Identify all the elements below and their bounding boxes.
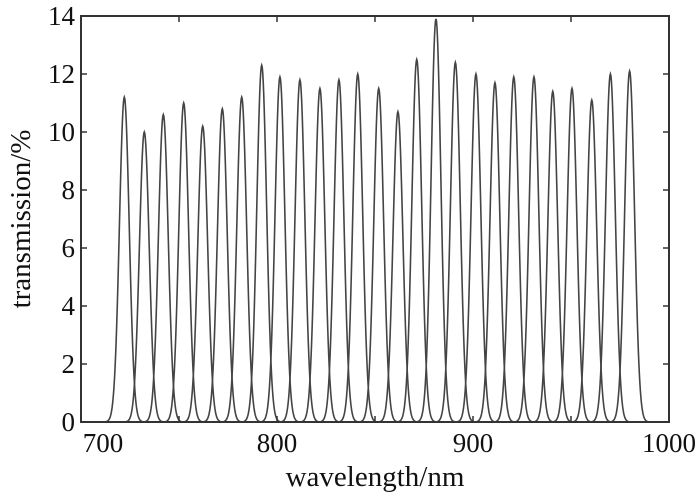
transmission-peak-20 bbox=[475, 79, 515, 423]
x-tick-labels: 700 800 900 1000 bbox=[83, 428, 696, 458]
transmission-peak-2 bbox=[124, 129, 164, 423]
transmission-peak-21 bbox=[494, 73, 534, 423]
y-tick-label: 8 bbox=[62, 175, 76, 205]
x-tick-label: 900 bbox=[453, 428, 494, 458]
transmission-peak-4 bbox=[164, 100, 204, 423]
transmission-peak-11 bbox=[300, 85, 340, 423]
transmission-peak-3 bbox=[143, 111, 184, 423]
y-tick-label: 10 bbox=[48, 117, 75, 147]
transmission-peak-7 bbox=[222, 94, 262, 423]
transmission-peak-19 bbox=[456, 71, 496, 423]
transmission-curves bbox=[104, 18, 650, 423]
y-tick-label: 12 bbox=[48, 59, 75, 89]
transmission-peak-8 bbox=[242, 62, 282, 423]
y-tick-label: 14 bbox=[48, 1, 76, 31]
y-tick-label: 6 bbox=[62, 233, 76, 263]
axis-ticks bbox=[80, 15, 670, 423]
y-tick-label: 4 bbox=[62, 291, 76, 321]
transmission-peak-9 bbox=[260, 73, 300, 423]
transmission-peak-15 bbox=[378, 109, 418, 423]
y-axis-label: transmission/% bbox=[5, 130, 37, 309]
transmission-peak-16 bbox=[397, 56, 437, 423]
transmission-peak-24 bbox=[552, 85, 592, 423]
y-tick-label: 0 bbox=[62, 407, 76, 437]
x-tick-label: 1000 bbox=[642, 428, 696, 458]
y-tick-label: 2 bbox=[62, 349, 76, 379]
y-tick-labels: 0 2 4 6 8 10 12 14 bbox=[48, 1, 76, 437]
transmission-peak-27 bbox=[609, 68, 650, 423]
transmission-peak-22 bbox=[514, 73, 554, 423]
transmission-peak-5 bbox=[183, 123, 223, 423]
transmission-peak-10 bbox=[280, 76, 320, 423]
transmission-peak-1 bbox=[104, 94, 145, 423]
transmission-peak-25 bbox=[572, 97, 612, 423]
transmission-peak-12 bbox=[319, 76, 359, 423]
transmission-peak-26 bbox=[590, 71, 631, 423]
transmission-peak-23 bbox=[533, 88, 573, 423]
x-axis-label: wavelength/nm bbox=[286, 461, 465, 493]
transmission-peak-6 bbox=[202, 106, 243, 423]
x-tick-label: 800 bbox=[257, 428, 298, 458]
transmission-peak-18 bbox=[435, 59, 476, 423]
transmission-peak-17 bbox=[416, 18, 456, 423]
transmission-peak-13 bbox=[338, 71, 378, 423]
x-tick-label: 700 bbox=[83, 428, 124, 458]
transmission-peak-14 bbox=[359, 85, 399, 423]
